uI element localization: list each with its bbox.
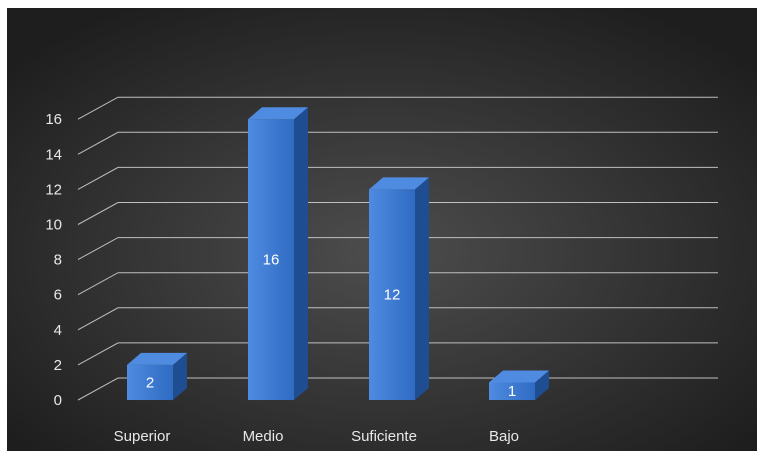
y-tick-label: 14 (45, 146, 62, 163)
y-tick-label: 6 (54, 287, 62, 304)
x-category-label: Bajo (489, 428, 519, 445)
bar-front (489, 382, 535, 400)
y-tick-label: 4 (54, 322, 62, 339)
bar: 16 (248, 107, 308, 400)
y-tick-label: 12 (45, 181, 62, 198)
bar-front (369, 189, 415, 400)
gridlines (77, 96, 718, 401)
x-category-label: Suficiente (351, 428, 417, 445)
gridline (77, 96, 718, 120)
bar-top (248, 107, 308, 120)
y-axis-ticks: 0 2 4 6 8 10 12 14 16 (45, 111, 62, 409)
y-tick-label: 2 (54, 357, 62, 374)
x-axis-categories: Superior Medio Suficiente Bajo (114, 428, 519, 445)
gridline (77, 342, 718, 366)
y-tick-label: 10 (45, 217, 62, 234)
bars: 2 16 12 1 (127, 107, 549, 400)
gridline (77, 166, 718, 190)
gridline (77, 131, 718, 155)
bar-side (294, 107, 308, 400)
x-category-label: Superior (114, 428, 171, 445)
bar-side (173, 352, 187, 400)
bar-top (489, 370, 549, 383)
y-tick-label: 0 (54, 392, 62, 409)
bar: 2 (127, 352, 187, 400)
bar-side (535, 370, 549, 400)
bar-top (127, 352, 187, 365)
bar-front (248, 119, 294, 400)
bar-top (369, 177, 429, 190)
bar-data-label: 1 (508, 383, 516, 400)
bar-side (415, 177, 429, 400)
gridline (77, 307, 718, 331)
bar-front (127, 364, 173, 400)
y-tick-label: 16 (45, 111, 62, 128)
bar-data-label: 12 (384, 287, 401, 304)
gridline (77, 272, 718, 296)
bar: 1 (489, 370, 549, 400)
bar-data-label: 2 (146, 374, 154, 391)
gridline (77, 237, 718, 261)
bar-data-label: 16 (263, 252, 280, 269)
x-category-label: Medio (243, 428, 284, 445)
y-tick-label: 8 (54, 252, 62, 269)
gridline (77, 202, 718, 225)
bar: 12 (369, 177, 429, 400)
